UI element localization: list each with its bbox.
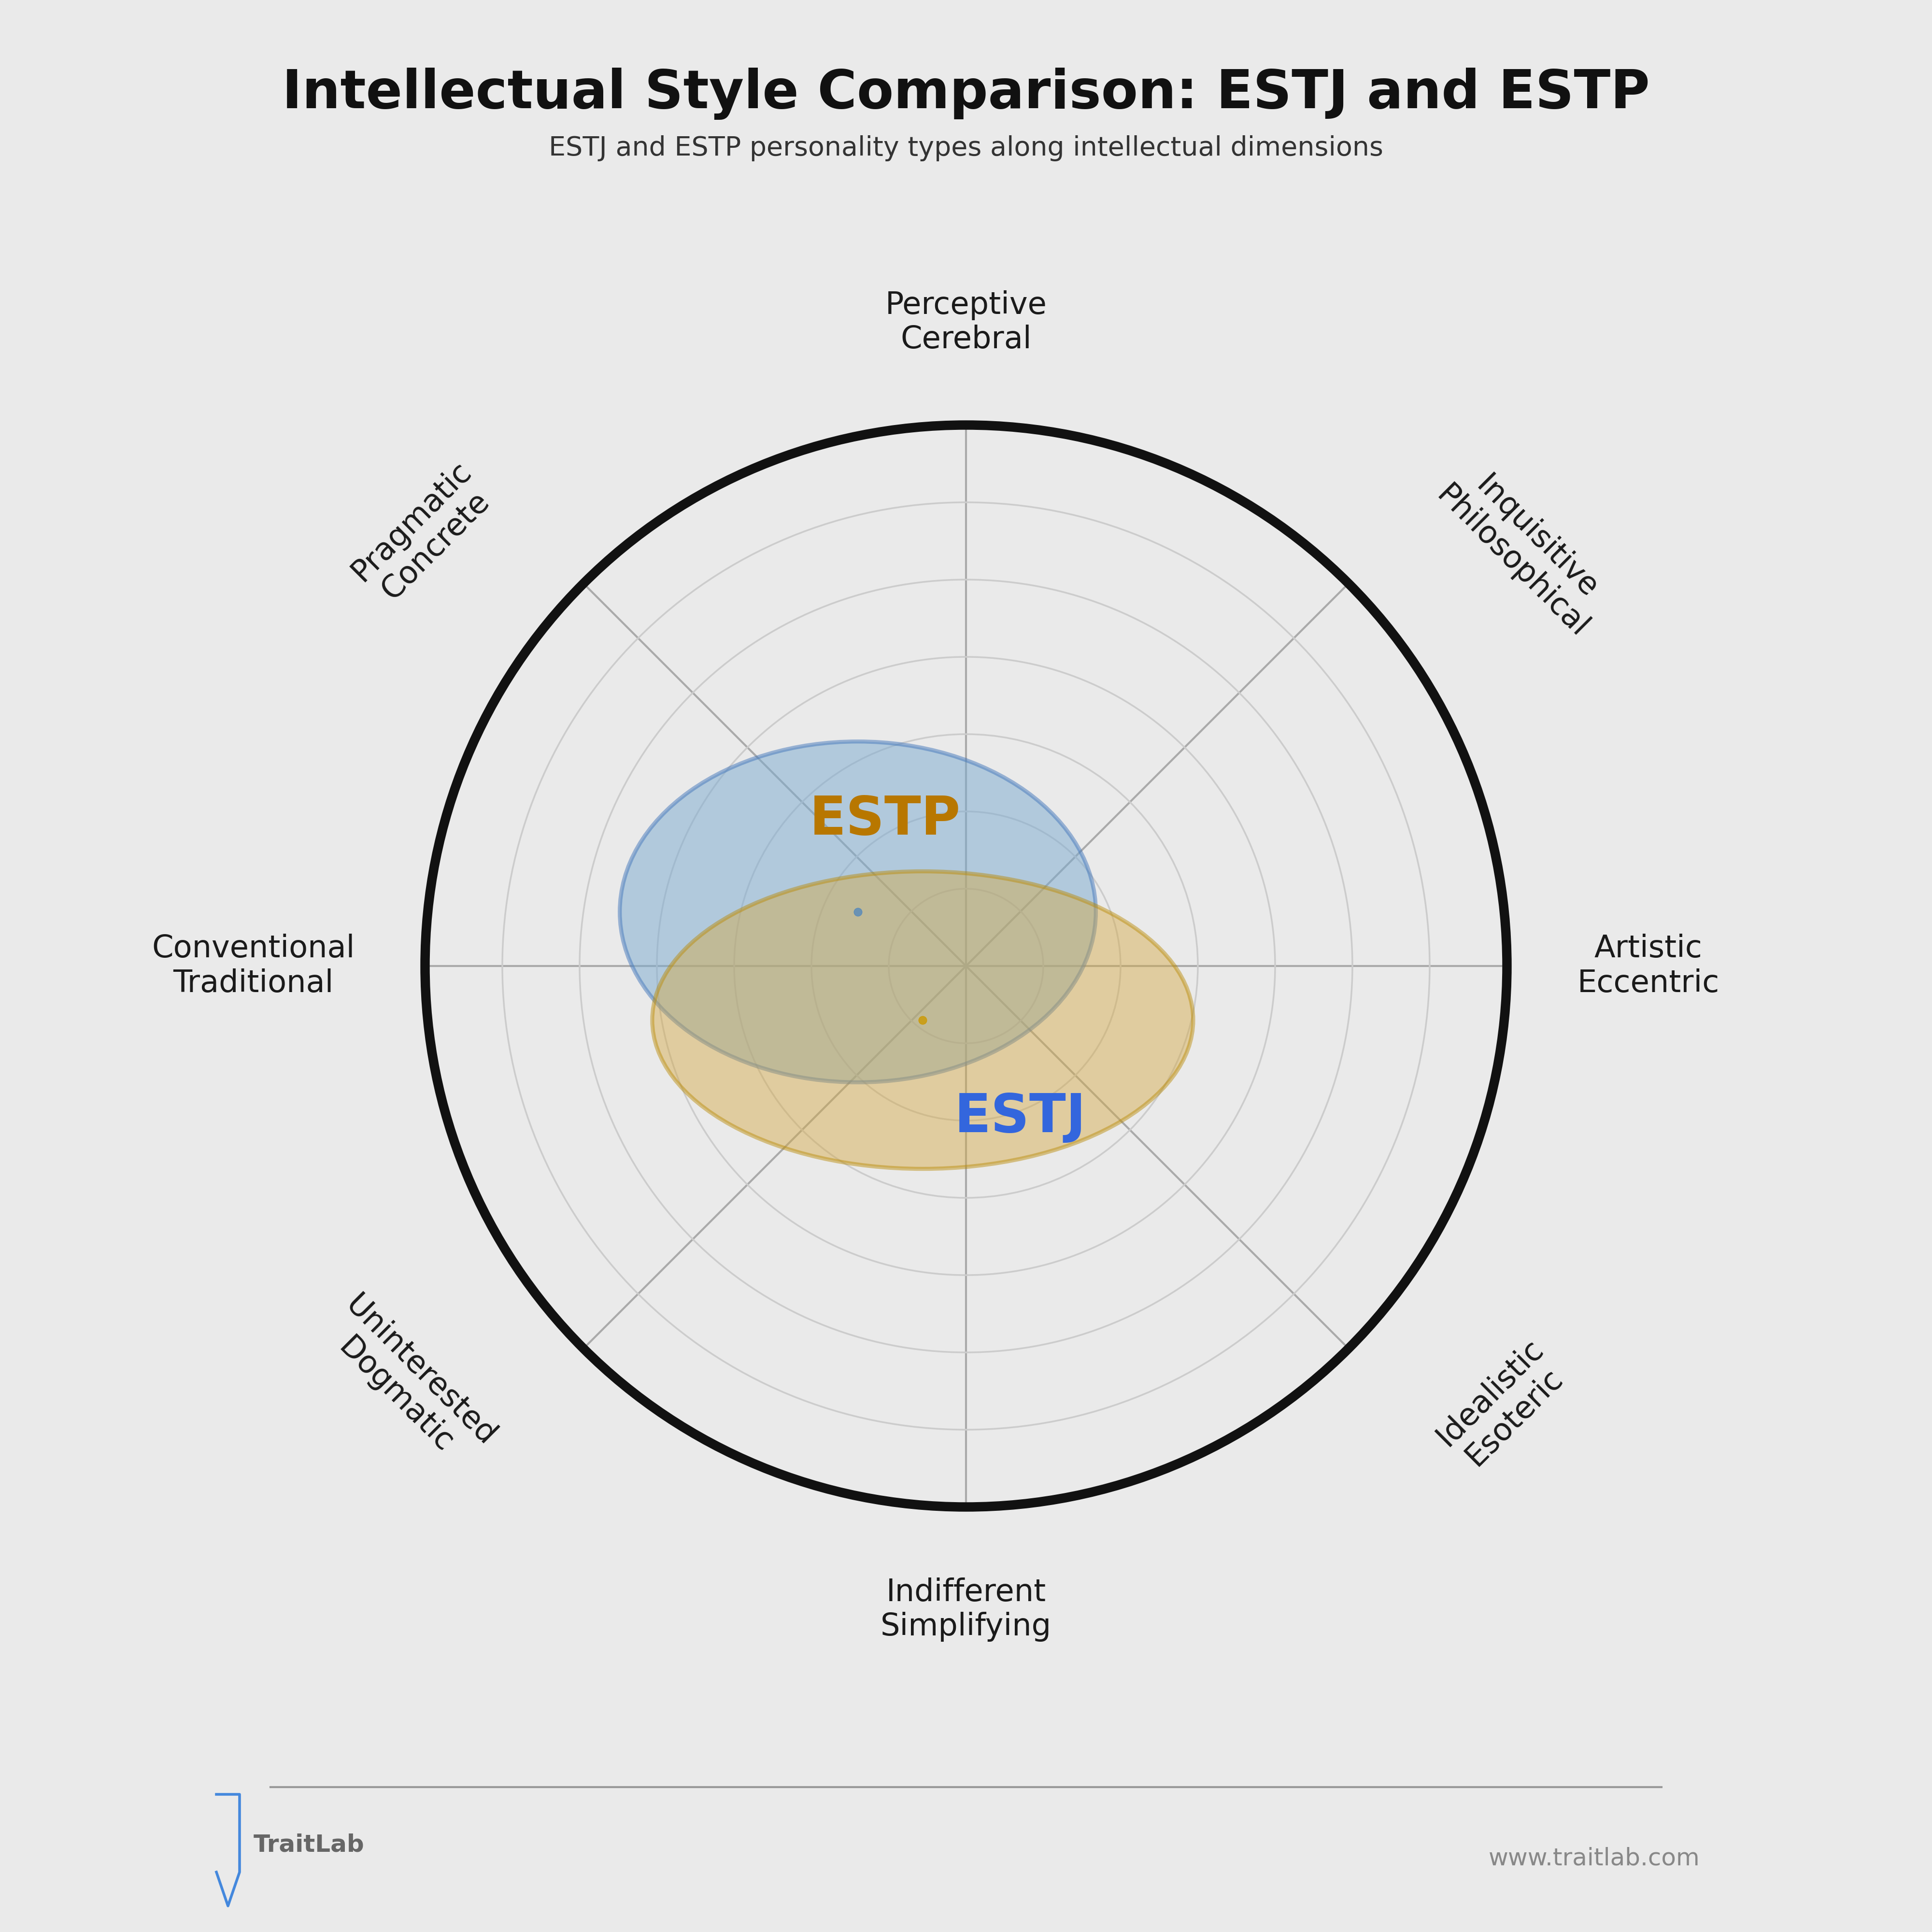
Text: Pragmatic
Concrete: Pragmatic Concrete	[346, 456, 500, 611]
Ellipse shape	[620, 742, 1095, 1082]
Text: TraitLab: TraitLab	[253, 1833, 365, 1857]
Text: Uninterested
Dogmatic: Uninterested Dogmatic	[315, 1291, 500, 1476]
Text: Artistic
Eccentric: Artistic Eccentric	[1577, 933, 1719, 999]
Text: Idealistic
Esoteric: Idealistic Esoteric	[1432, 1333, 1573, 1476]
Text: Indifferent
Simplifying: Indifferent Simplifying	[881, 1577, 1051, 1642]
Ellipse shape	[653, 871, 1194, 1169]
Text: ESTP: ESTP	[810, 794, 960, 846]
Text: Intellectual Style Comparison: ESTJ and ESTP: Intellectual Style Comparison: ESTJ and …	[282, 68, 1650, 120]
Text: Perceptive
Cerebral: Perceptive Cerebral	[885, 290, 1047, 355]
Text: Inquisitive
Philosophical: Inquisitive Philosophical	[1432, 456, 1619, 643]
Text: ESTJ and ESTP personality types along intellectual dimensions: ESTJ and ESTP personality types along in…	[549, 135, 1383, 162]
Text: www.traitlab.com: www.traitlab.com	[1490, 1847, 1700, 1870]
Text: ESTJ: ESTJ	[954, 1092, 1086, 1144]
Polygon shape	[216, 1795, 240, 1905]
Text: Conventional
Traditional: Conventional Traditional	[153, 933, 355, 999]
